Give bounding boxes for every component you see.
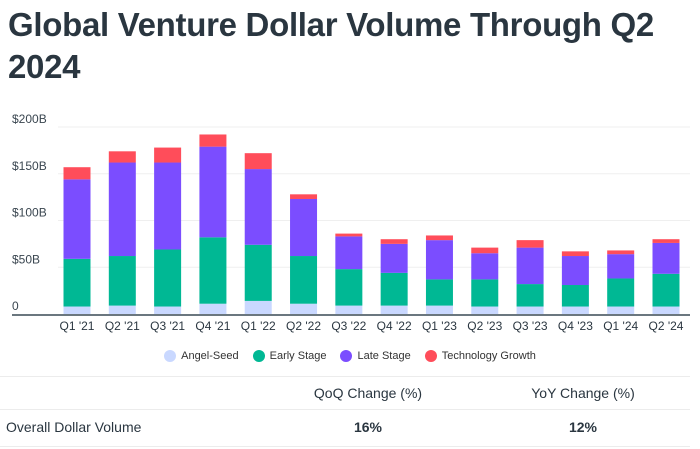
bar-segment-angel-seed bbox=[108, 305, 136, 314]
bar-segment-early-stage bbox=[652, 273, 680, 307]
bar-segment-technology-growth bbox=[290, 194, 318, 199]
bar-segment-technology-growth bbox=[516, 240, 544, 248]
x-tick-label: Q1 '21 bbox=[60, 319, 95, 333]
x-tick-label: Q1 '24 bbox=[603, 319, 638, 333]
bar-segment-late-stage bbox=[290, 198, 318, 257]
bar-segment-angel-seed bbox=[335, 305, 363, 314]
qoq-header: QoQ Change (%) bbox=[313, 385, 423, 401]
bar-segment-early-stage bbox=[425, 279, 453, 306]
bar-segment-late-stage bbox=[63, 179, 91, 259]
bar-segment-early-stage bbox=[290, 256, 318, 304]
x-tick-label: Q1 '22 bbox=[241, 319, 276, 333]
bar-segment-late-stage bbox=[561, 256, 589, 286]
legend-swatch bbox=[252, 350, 265, 362]
y-tick-label: $150B bbox=[12, 159, 47, 173]
bar-segment-angel-seed bbox=[425, 305, 453, 314]
bar-segment-early-stage bbox=[380, 272, 408, 306]
bar-segment-technology-growth bbox=[607, 250, 635, 255]
legend-swatch bbox=[164, 350, 177, 362]
bar-segment-late-stage bbox=[199, 146, 227, 238]
bar-segment-angel-seed bbox=[607, 306, 635, 314]
bar-segment-technology-growth bbox=[63, 167, 91, 180]
bar-segment-early-stage bbox=[199, 237, 227, 304]
x-tick-label: Q3 '21 bbox=[150, 319, 185, 333]
legend-item: Angel-Seed bbox=[164, 350, 239, 362]
legend-label: Angel-Seed bbox=[181, 350, 239, 362]
bar-segment-angel-seed bbox=[516, 306, 544, 314]
bar-segment-angel-seed bbox=[471, 306, 499, 314]
y-tick-label: $100B bbox=[12, 206, 47, 220]
bar-segment-early-stage bbox=[108, 256, 136, 306]
bar-segment-angel-seed bbox=[154, 306, 182, 314]
stacked-bar-chart: 0 $50B $100B $150B $200B Q1 '21 Q2 '21 Q3 '21 Q4… bbox=[12, 112, 690, 333]
table-divider bbox=[0, 376, 690, 377]
bar-segment-late-stage bbox=[607, 254, 635, 279]
bar-segment-late-stage bbox=[108, 162, 136, 257]
x-tick-label: Q4 '21 bbox=[195, 319, 230, 333]
x-tick-label: Q3 '22 bbox=[331, 319, 366, 333]
bar-segment-late-stage bbox=[425, 240, 453, 280]
yoy-value: 12% bbox=[568, 419, 598, 435]
bar-segment-technology-growth bbox=[199, 134, 227, 147]
legend-item: Technology Growth bbox=[424, 350, 536, 362]
bar-segment-late-stage bbox=[652, 242, 680, 274]
bar-segment-late-stage bbox=[244, 169, 272, 245]
bar-segment-early-stage bbox=[561, 285, 589, 307]
bar-segment-early-stage bbox=[335, 269, 363, 306]
chart-legend: Angel-Seed Early Stage Late Stage Technolog… bbox=[0, 350, 700, 362]
bar-segment-technology-growth bbox=[244, 153, 272, 170]
bar-segment-angel-seed bbox=[199, 303, 227, 314]
bar-segment-angel-seed bbox=[561, 306, 589, 314]
bar-segment-technology-growth bbox=[154, 147, 182, 163]
bar-segment-late-stage bbox=[380, 243, 408, 273]
bar-segment-technology-growth bbox=[652, 239, 680, 243]
table-divider bbox=[0, 446, 690, 447]
bar-segment-technology-growth bbox=[425, 235, 453, 241]
x-tick-label: Q3 '23 bbox=[513, 319, 548, 333]
bar-segment-late-stage bbox=[335, 236, 363, 270]
page-title: Global Venture Dollar Volume Through Q2 … bbox=[8, 6, 654, 85]
bar-segment-early-stage bbox=[516, 284, 544, 307]
bar-segment-technology-growth bbox=[380, 239, 408, 244]
legend-item: Late Stage bbox=[340, 350, 411, 362]
legend-label: Late Stage bbox=[357, 350, 411, 362]
bar-segment-angel-seed bbox=[244, 300, 272, 314]
row-label: Overall Dollar Volume bbox=[6, 419, 142, 435]
bar-segment-technology-growth bbox=[561, 251, 589, 257]
bar-segment-angel-seed bbox=[380, 305, 408, 314]
x-tick-label: Q2 '23 bbox=[467, 319, 502, 333]
table-divider bbox=[0, 409, 690, 410]
y-tick-label: $50B bbox=[12, 252, 40, 266]
y-tick-label: 0 bbox=[12, 299, 19, 313]
bar-segment-late-stage bbox=[516, 247, 544, 285]
x-tick-label: Q2 '22 bbox=[286, 319, 321, 333]
legend-label: Technology Growth bbox=[441, 350, 536, 362]
x-tick-label: Q2 '21 bbox=[105, 319, 140, 333]
bar-segment-late-stage bbox=[471, 253, 499, 280]
x-tick-label: Q2 '24 bbox=[649, 319, 684, 333]
legend-swatch bbox=[340, 350, 353, 362]
bar-segment-early-stage bbox=[154, 249, 182, 307]
bar-segment-early-stage bbox=[244, 244, 272, 301]
legend-swatch bbox=[424, 350, 437, 362]
x-tick-label: Q4 '23 bbox=[558, 319, 593, 333]
bar-segment-technology-growth bbox=[108, 151, 136, 163]
bar-segment-late-stage bbox=[154, 162, 182, 250]
x-tick-label: Q4 '22 bbox=[377, 319, 412, 333]
bar-segment-early-stage bbox=[471, 279, 499, 307]
bar-segment-early-stage bbox=[607, 278, 635, 307]
bar-segment-early-stage bbox=[63, 258, 91, 307]
x-tick-label: Q1 '23 bbox=[422, 319, 457, 333]
qoq-value: 16% bbox=[353, 419, 383, 435]
bar-segment-angel-seed bbox=[652, 306, 680, 314]
legend-item: Early Stage bbox=[252, 350, 327, 362]
legend-label: Early Stage bbox=[269, 350, 327, 362]
bar-segment-angel-seed bbox=[63, 306, 91, 314]
y-tick-label: $200B bbox=[12, 112, 47, 126]
bar-segment-technology-growth bbox=[471, 247, 499, 254]
bar-segment-angel-seed bbox=[290, 303, 318, 314]
yoy-header: YoY Change (%) bbox=[531, 385, 635, 401]
bar-segment-technology-growth bbox=[335, 233, 363, 237]
